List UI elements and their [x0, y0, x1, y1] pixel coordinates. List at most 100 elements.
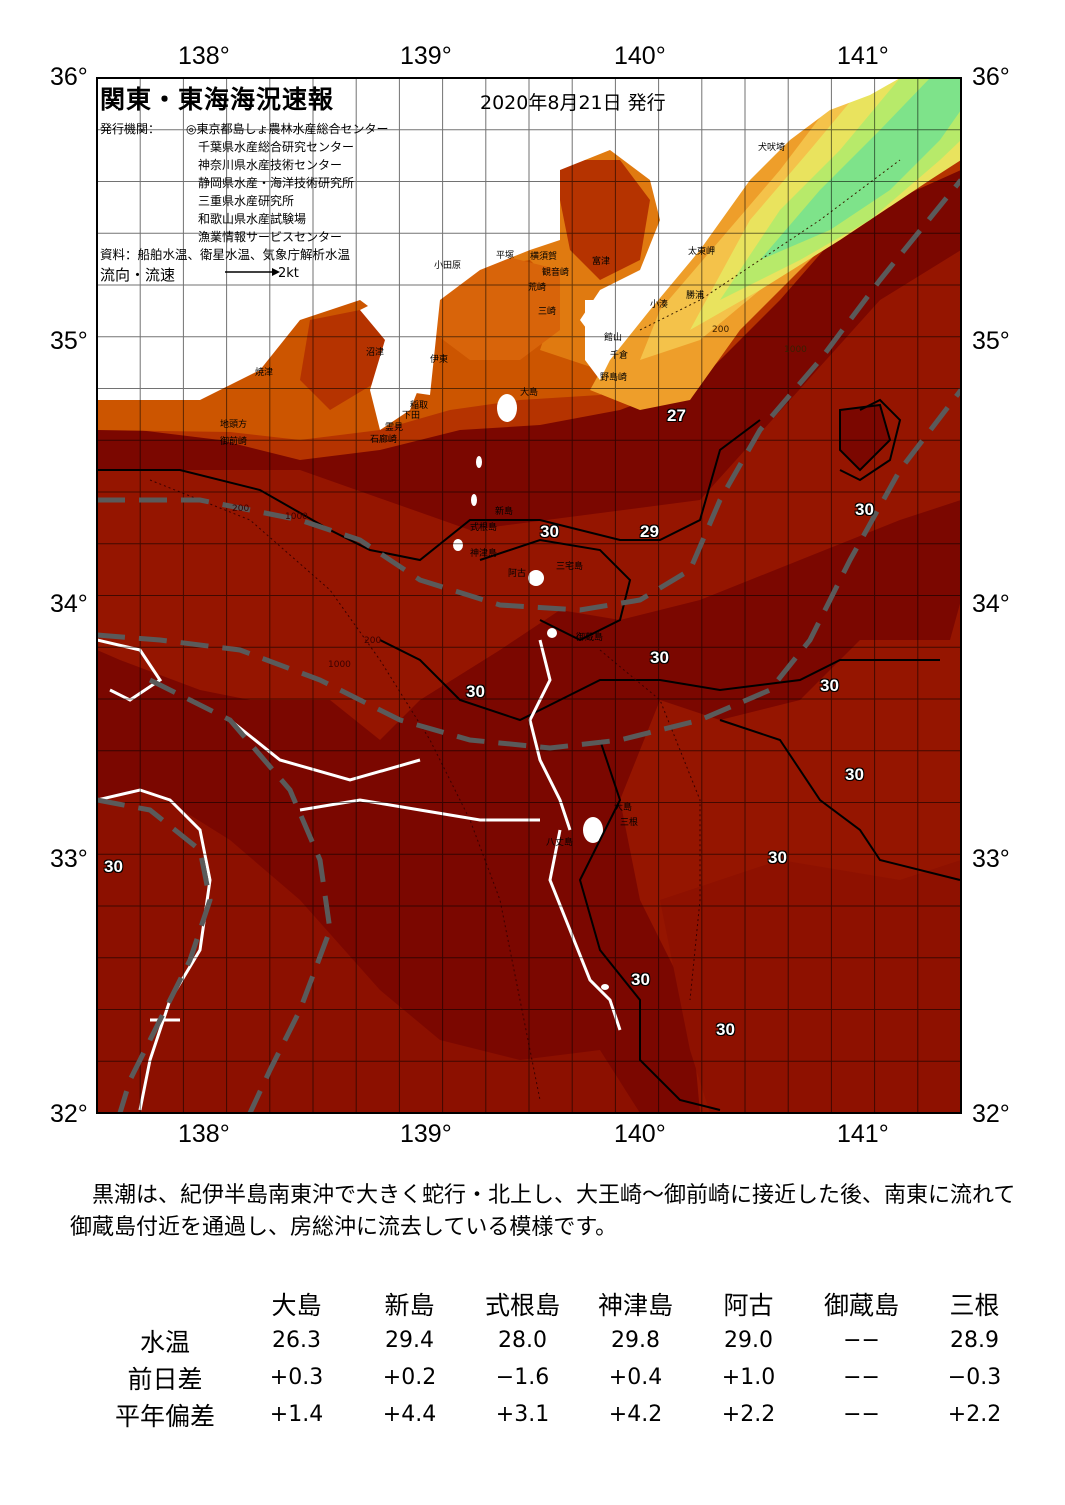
place-label: 三宅島 [556, 562, 584, 572]
place-label: 荒崎 [528, 283, 547, 293]
map-title: 関東・東海海況速報 [100, 85, 335, 114]
table-row: 平年偏差 +1.4 +4.4 +3.1 +4.2 +2.2 −− +2.2 [90, 1396, 1031, 1433]
station-header: 御蔵島 [823, 1290, 899, 1320]
lon-label-top-138: 138° [178, 42, 230, 70]
station-header: 三根 [949, 1290, 1000, 1320]
station-header: 神津島 [597, 1290, 673, 1320]
table-cell: +2.2 [721, 1402, 776, 1427]
table-cell: +0.4 [608, 1365, 663, 1390]
isotherm-label: 30 [466, 682, 485, 701]
kuroshio-axis-north [97, 178, 961, 613]
lat-label-right-36: 36° [972, 63, 1010, 91]
table-cell: +0.2 [382, 1365, 437, 1390]
table-cell: −− [843, 1365, 880, 1390]
issuer-item: ◎東京都島しょ農林水産総合センター [186, 122, 389, 136]
row-label: 前日差 [127, 1364, 203, 1394]
table-cell: +1.0 [721, 1365, 776, 1390]
station-header: 式根島 [484, 1290, 560, 1320]
miyake-island [528, 570, 544, 586]
isotherm-label: 30 [540, 522, 559, 541]
place-label: 御蔵島 [576, 633, 604, 643]
issuer-label: 発行機関： [100, 122, 161, 136]
sea-temperature-map [96, 77, 962, 1114]
place-label: 館山 [604, 333, 623, 343]
depth-label: 200 [364, 636, 382, 646]
lat-label-right-33: 33° [972, 845, 1010, 873]
table-cell: 26.3 [272, 1328, 321, 1353]
issuer-item: 三重県水産研究所 [198, 194, 295, 208]
place-label: 霊見 [385, 423, 404, 433]
lon-label-top-139: 139° [400, 42, 452, 70]
place-label: 平塚 [496, 251, 515, 261]
lat-label-left-34: 34° [50, 590, 88, 618]
observation-table: 大島 新島 式根島 神津島 阿古 御蔵島 三根 水温 26.3 29.4 28.… [90, 1285, 1031, 1433]
place-label: 御前崎 [220, 437, 248, 447]
depth-label: 1000 [285, 512, 308, 522]
place-label: 式根島 [470, 523, 498, 533]
row-label: 水温 [139, 1327, 190, 1357]
place-label: 観音崎 [542, 268, 570, 278]
table-cell: 28.9 [950, 1328, 999, 1353]
station-header: 新島 [384, 1290, 435, 1320]
place-label: 地頭方 [220, 420, 248, 430]
place-label: 焼津 [255, 368, 274, 378]
lat-label-right-35: 35° [972, 327, 1010, 355]
issuer-item: 漁業情報サービスセンター [198, 230, 343, 244]
issue-date: 2020年8月21日 発行 [480, 92, 666, 114]
table-row: 水温 26.3 29.4 28.0 29.8 29.0 −− 28.9 [90, 1322, 1031, 1359]
lat-label-left-33: 33° [50, 845, 88, 873]
flow-scale-label: 2kt [278, 266, 299, 281]
row-label: 平年偏差 [114, 1401, 215, 1431]
table-cell: +4.4 [382, 1402, 437, 1427]
place-label: 八丈島 [546, 838, 574, 848]
place-label: 伊東 [430, 355, 449, 365]
isotherm-label: 30 [855, 500, 874, 519]
table-cell: −1.6 [495, 1365, 550, 1390]
table-cell: +3.1 [495, 1402, 550, 1427]
lon-label-top-140: 140° [614, 42, 666, 70]
station-header: 阿古 [723, 1290, 774, 1320]
lon-label-bottom-140: 140° [614, 1120, 666, 1148]
place-label: 野島崎 [600, 373, 628, 383]
issuer-item: 和歌山県水産試験場 [198, 212, 307, 226]
place-label: 石廊崎 [370, 435, 398, 445]
isotherm-label: 30 [845, 765, 864, 784]
table-cell: 29.8 [611, 1328, 660, 1353]
table-header-row: 大島 新島 式根島 神津島 阿古 御蔵島 三根 [90, 1285, 1031, 1322]
depth-label: 1000 [328, 660, 351, 670]
place-label: 犬吠埼 [758, 143, 786, 153]
place-label: 小湊 [650, 300, 669, 310]
place-label: 稲取 [410, 401, 429, 411]
lon-label-bottom-138: 138° [178, 1120, 230, 1148]
situation-description: 黒潮は、紀伊半島南東沖で大きく蛇行・北上し、大王崎～御前崎に接近した後、南東に流… [70, 1180, 1020, 1244]
lat-label-right-34: 34° [972, 590, 1010, 618]
kuroshio-axis-south [97, 388, 961, 751]
place-label: 新島 [495, 507, 514, 517]
table-cell: +4.2 [608, 1402, 663, 1427]
place-label: 下田 [402, 411, 421, 421]
lon-label-top-141: 141° [837, 42, 889, 70]
isotherm-label: 29 [640, 522, 659, 541]
lat-label-right-32: 32° [972, 1100, 1010, 1128]
place-label: 三崎 [538, 307, 557, 317]
table-cell: 29.0 [724, 1328, 773, 1353]
place-label: 千倉 [610, 351, 629, 361]
place-label: 沼津 [366, 348, 385, 358]
isotherm-label: 30 [650, 648, 669, 667]
place-label: 勝浦 [686, 291, 705, 301]
depth-label: 200 [712, 325, 730, 335]
isotherm-label: 30 [631, 970, 650, 989]
place-label: 横須賀 [530, 252, 558, 262]
isotherm-label: 30 [768, 848, 787, 867]
place-label: 小田原 [434, 261, 462, 271]
table-cell: 29.4 [385, 1328, 434, 1353]
station-header: 大島 [271, 1290, 322, 1320]
place-label: 大島 [520, 388, 539, 398]
lon-label-bottom-141: 141° [837, 1120, 889, 1148]
isotherm-label: 30 [104, 857, 123, 876]
depth-label: 1000 [784, 345, 807, 355]
flow-legend-label: 流向・流速 [100, 266, 176, 284]
place-label: 三根 [620, 818, 639, 828]
lat-label-left-36: 36° [50, 63, 88, 91]
land [97, 78, 900, 400]
